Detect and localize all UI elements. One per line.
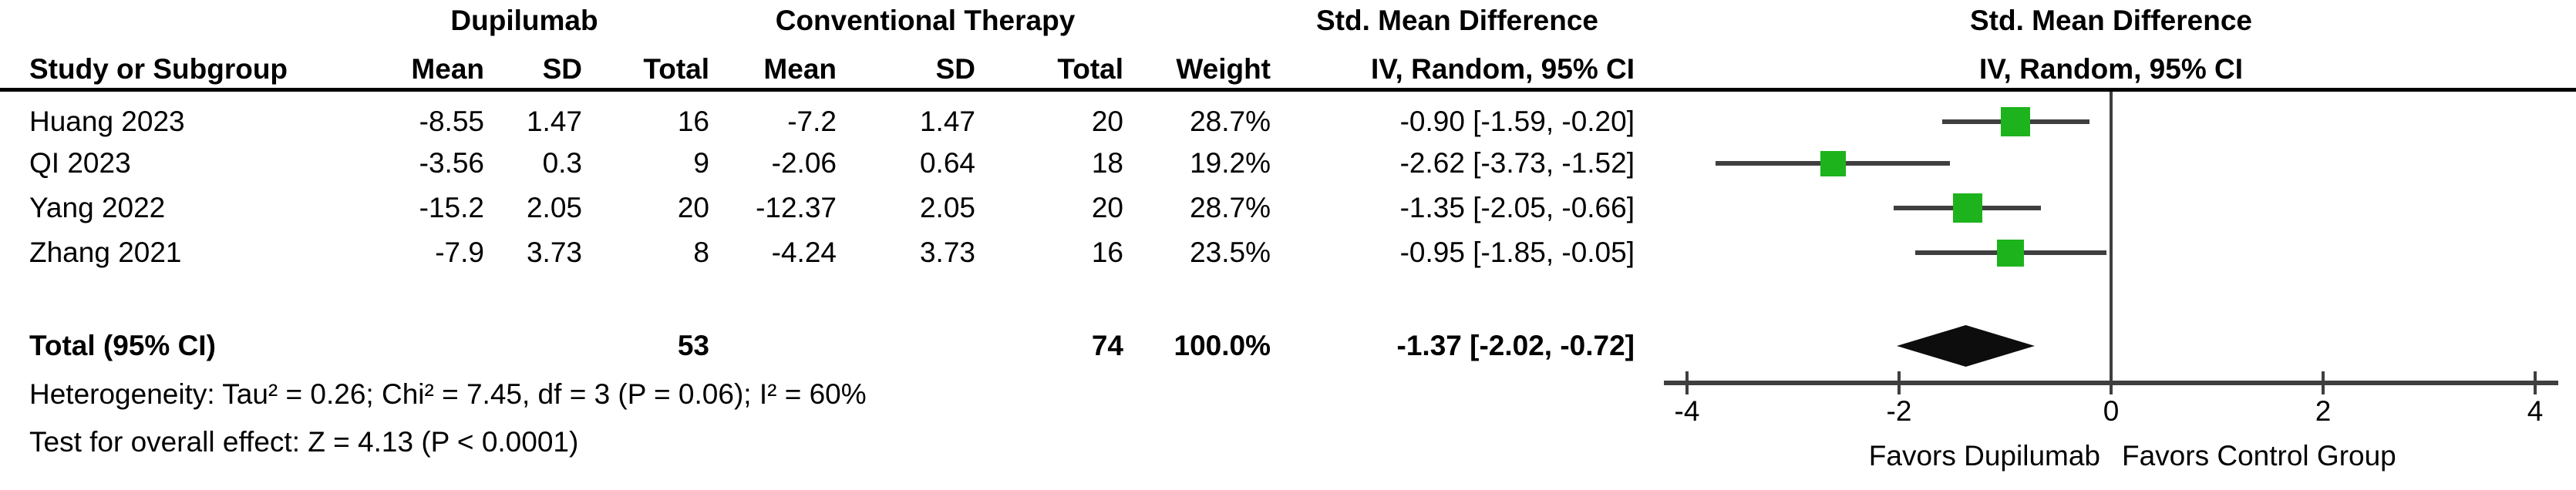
axis-tick-label: -4 [1674, 395, 1700, 427]
cell-ctrl_total: 18 [1091, 147, 1123, 179]
cell-ctrl_sd: 3.73 [919, 237, 975, 268]
effect-square [1997, 239, 2024, 267]
cell-treat_total: 16 [677, 106, 709, 137]
cell-ctrl_total: 20 [1091, 106, 1123, 137]
study-name: QI 2023 [29, 147, 131, 179]
total-weight: 100.0% [1174, 330, 1271, 361]
cell-treat_mean: -15.2 [419, 192, 484, 223]
cell-ctrl_mean: -12.37 [756, 192, 837, 223]
total-treat-n: 53 [677, 330, 709, 361]
zero-line [2110, 92, 2113, 383]
cell-treat_sd: 0.3 [542, 147, 582, 179]
cell-weight: 28.7% [1190, 192, 1271, 223]
study-name: Yang 2022 [29, 192, 166, 223]
ctrl-sd-header: SD [935, 53, 975, 85]
effect-header-plot: Std. Mean Difference [1970, 5, 2252, 36]
effect-header-table: Std. Mean Difference [1316, 5, 1598, 36]
treat-sd-header: SD [542, 53, 582, 85]
effect-square [2001, 107, 2030, 136]
cell-treat_sd: 1.47 [526, 106, 582, 137]
study-name: Zhang 2021 [29, 237, 182, 268]
weight-header: Weight [1176, 53, 1271, 85]
treat-mean-header: Mean [411, 53, 484, 85]
cell-treat_total: 9 [693, 147, 709, 179]
cell-treat_total: 8 [693, 237, 709, 268]
axis-tick [2110, 371, 2113, 394]
cell-weight: 28.7% [1190, 106, 1271, 137]
total-ctrl-n: 74 [1091, 330, 1123, 361]
axis-tick-label: 0 [2103, 395, 2120, 427]
effect-subheader-table: IV, Random, 95% CI [1370, 53, 1635, 85]
axis-tick-label: -2 [1886, 395, 1912, 427]
cell-ctrl_sd: 1.47 [919, 106, 975, 137]
cell-treat_total: 20 [677, 192, 709, 223]
axis-tick [2322, 371, 2325, 394]
treat-total-header: Total [643, 53, 709, 85]
ctrl-total-header: Total [1057, 53, 1123, 85]
heterogeneity-note: Heterogeneity: Tau² = 0.26; Chi² = 7.45,… [29, 378, 867, 410]
favors-left-label: Favors Dupilumab [1868, 440, 2100, 472]
cell-ci_text: -0.95 [-1.85, -0.05] [1399, 237, 1635, 268]
cell-ci_text: -1.35 [-2.05, -0.66] [1399, 192, 1635, 223]
header-rule [0, 88, 2576, 92]
cell-ctrl_mean: -2.06 [771, 147, 837, 179]
cell-ctrl_sd: 2.05 [919, 192, 975, 223]
axis-tick [2534, 371, 2537, 394]
cell-treat_sd: 2.05 [526, 192, 582, 223]
group1-header: Dupilumab [450, 5, 598, 36]
effect-subheader-plot: IV, Random, 95% CI [1978, 53, 2243, 85]
axis-tick-label: 4 [2527, 395, 2544, 427]
cell-ctrl_mean: -4.24 [771, 237, 837, 268]
cell-ctrl_total: 20 [1091, 192, 1123, 223]
effect-square [1953, 193, 1982, 223]
cell-ci_text: -0.90 [-1.59, -0.20] [1399, 106, 1635, 137]
study-name: Huang 2023 [29, 106, 185, 137]
cell-treat_mean: -8.55 [419, 106, 484, 137]
cell-ctrl_mean: -7.2 [787, 106, 837, 137]
axis-tick [1897, 371, 1901, 394]
cell-weight: 19.2% [1190, 147, 1271, 179]
cell-ctrl_total: 16 [1091, 237, 1123, 268]
axis-tick-label: 2 [2315, 395, 2332, 427]
pooled-diamond [1897, 325, 2035, 367]
overall-effect-note: Test for overall effect: Z = 4.13 (P < 0… [29, 426, 579, 458]
axis-tick [1685, 371, 1689, 394]
favors-right-label: Favors Control Group [2122, 440, 2396, 472]
cell-treat_mean: -7.9 [435, 237, 484, 268]
cell-ctrl_sd: 0.64 [919, 147, 975, 179]
group2-header: Conventional Therapy [775, 5, 1076, 36]
cell-weight: 23.5% [1190, 237, 1271, 268]
total-label: Total (95% CI) [29, 330, 216, 361]
study-col-header: Study or Subgroup [29, 53, 288, 85]
ctrl-mean-header: Mean [763, 53, 837, 85]
cell-treat_sd: 3.73 [526, 237, 582, 268]
effect-square [1820, 150, 1846, 176]
cell-treat_mean: -3.56 [419, 147, 484, 179]
cell-ci_text: -2.62 [-3.73, -1.52] [1399, 147, 1635, 179]
total-ci-text: -1.37 [-2.02, -0.72] [1396, 330, 1635, 361]
